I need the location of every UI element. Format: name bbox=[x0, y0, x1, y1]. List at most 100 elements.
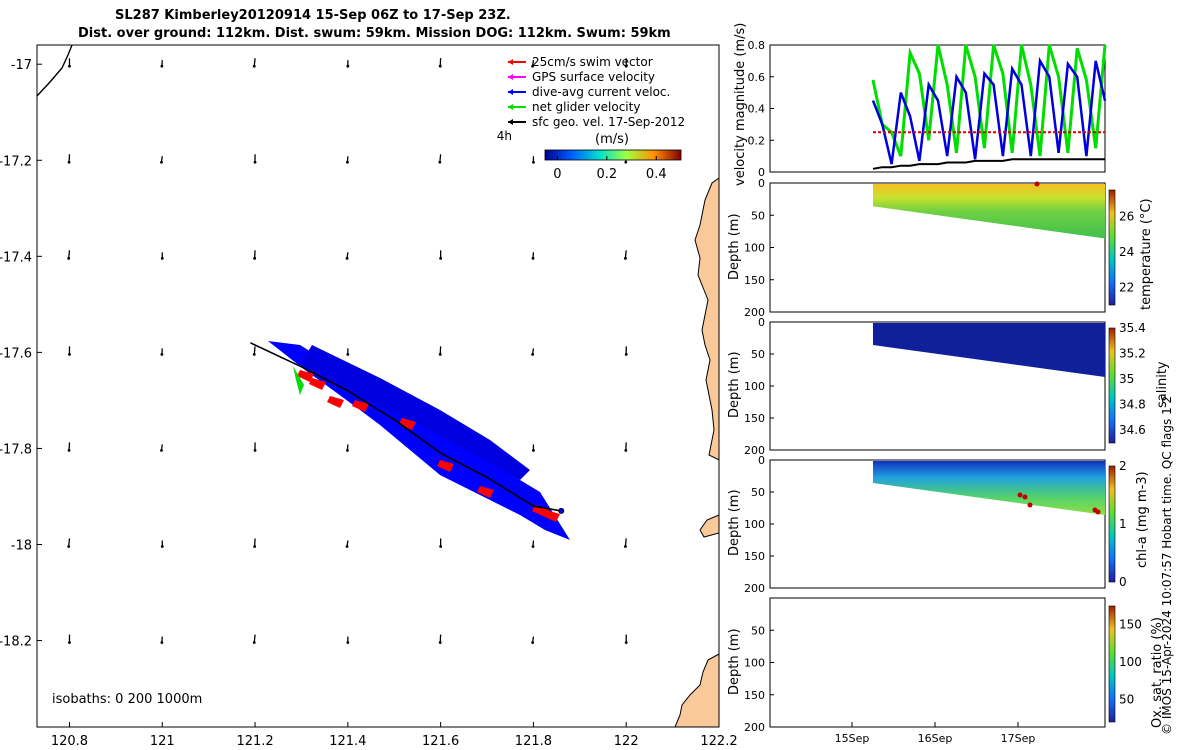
oxy-depth-label: Depth (m) bbox=[727, 628, 742, 695]
sfc-geo-arrow-head bbox=[531, 545, 535, 548]
velocity-panel-frame bbox=[769, 44, 1106, 173]
legend-arrow-head bbox=[508, 59, 513, 65]
sfc-geo-arrow-head bbox=[160, 352, 164, 356]
depth-tick-label: 150 bbox=[744, 274, 765, 287]
velocity-series-line bbox=[872, 158, 1105, 170]
colorbar-tick-label: 35.4 bbox=[1119, 321, 1146, 335]
colorbar-tick-label: 0.4 bbox=[646, 167, 667, 182]
depth-tick-label: 0 bbox=[758, 454, 765, 467]
velocity-ytick-label: 0 bbox=[758, 166, 765, 179]
map-xtick-label: 121.8 bbox=[515, 734, 552, 749]
colorbar-tick-label: 24 bbox=[1119, 245, 1134, 259]
sfc-geo-arrow-head bbox=[531, 64, 535, 68]
sfc-geo-arrow-head bbox=[531, 641, 535, 644]
legend-entry-label: GPS surface velocity bbox=[532, 70, 655, 84]
chla-depth-label: Depth (m) bbox=[727, 489, 742, 556]
section-data-field bbox=[873, 184, 1105, 239]
sfc-geo-arrow-head bbox=[160, 64, 164, 68]
southern-land bbox=[674, 653, 720, 728]
section-data-field bbox=[873, 461, 1105, 516]
sfc-geo-arrow-head bbox=[438, 641, 442, 644]
colorbar-tick-label: 34.6 bbox=[1119, 423, 1146, 437]
sfc-geo-arrow-head bbox=[253, 545, 257, 548]
sfc-geo-arrow-head bbox=[438, 160, 442, 164]
sfc-geo-arrow-head bbox=[439, 256, 443, 260]
time-tick-label: 15Sep bbox=[835, 732, 870, 745]
velocity-series-line bbox=[871, 44, 1107, 157]
temp-cbar-label: temperature (°C) bbox=[1139, 198, 1154, 310]
legend-entry-label: net glider velocity bbox=[532, 100, 640, 114]
chla-high-point bbox=[1027, 502, 1033, 508]
section-colorbar bbox=[1108, 189, 1116, 306]
section-colorbar bbox=[1108, 465, 1116, 583]
depth-tick-label: 100 bbox=[744, 518, 765, 531]
colorbar-tick-label: 1 bbox=[1119, 517, 1127, 531]
sfc-geo-arrow-head bbox=[531, 352, 535, 356]
colorbar-tick-label: 100 bbox=[1119, 655, 1142, 669]
depth-tick-label: 50 bbox=[751, 624, 765, 637]
legend-entry-label: dive-avg current veloc. bbox=[532, 85, 670, 99]
map-ytick-label: -18 bbox=[11, 538, 32, 553]
dive-avg-current-swath-inner bbox=[300, 345, 530, 480]
velocity-series-line bbox=[871, 56, 1107, 165]
depth-tick-label: 50 bbox=[751, 348, 765, 361]
sfc-geo-arrow-head bbox=[438, 64, 442, 68]
sfc-geo-arrow-head bbox=[68, 352, 71, 356]
sfc-geo-arrow-head bbox=[624, 545, 627, 548]
map-xtick-label: 121 bbox=[150, 734, 175, 749]
colorbar-tick-label: 50 bbox=[1119, 693, 1134, 707]
sfc-geo-arrow-head bbox=[67, 449, 71, 452]
colorbar-tick-label: 0.2 bbox=[596, 167, 617, 182]
sfc-geo-arrow-head bbox=[160, 641, 164, 644]
depth-tick-label: 150 bbox=[744, 689, 765, 702]
depth-tick-label: 0 bbox=[758, 177, 765, 190]
map-xtick-label: 120.8 bbox=[51, 734, 88, 749]
sfc-geo-arrow-head bbox=[346, 641, 350, 644]
map-xtick-label: 122 bbox=[614, 734, 639, 749]
depth-tick-label: 200 bbox=[744, 721, 765, 734]
sfc-geo-arrow-head bbox=[624, 256, 627, 260]
depth-tick-label: 0 bbox=[758, 316, 765, 329]
map-ytick-label: -17.4 bbox=[0, 250, 32, 265]
net-glider-velocity bbox=[293, 366, 304, 395]
swim-vector-cluster bbox=[477, 486, 494, 498]
map-ytick-label: -17.8 bbox=[0, 442, 32, 457]
sfc-geo-arrow-head bbox=[160, 160, 163, 164]
map-xtick-label: 121.2 bbox=[236, 734, 273, 749]
chla-high-point bbox=[1022, 494, 1028, 500]
sfc-geo-arrow-head bbox=[439, 545, 443, 548]
velocity-colorbar bbox=[544, 149, 682, 161]
map-ytick-label: -18.2 bbox=[0, 635, 32, 650]
colorbar-tick-label: 35 bbox=[1119, 372, 1134, 386]
section-panel-frame bbox=[769, 597, 1106, 728]
depth-tick-label: 200 bbox=[744, 444, 765, 457]
colorbar-tick-label: 0 bbox=[553, 167, 561, 182]
figure-title-line1: SL287 Kimberley20120914 15-Sep 06Z to 17… bbox=[115, 8, 511, 23]
sfc-geo-arrow-head bbox=[252, 641, 256, 644]
glider-track-line bbox=[250, 342, 562, 512]
swim-vector-cluster bbox=[297, 370, 314, 382]
temp-depth-label: Depth (m) bbox=[727, 213, 742, 280]
map-xtick-label: 122.2 bbox=[700, 734, 737, 749]
time-tick-label: 16Sep bbox=[918, 732, 953, 745]
sfc-geo-arrow-head bbox=[438, 352, 442, 356]
sal-depth-label: Depth (m) bbox=[727, 351, 742, 418]
map-ytick-label: -17 bbox=[11, 58, 32, 73]
coastline-land bbox=[694, 177, 720, 461]
figure-title-line2: Dist. over ground: 112km. Dist. swum: 59… bbox=[78, 26, 671, 41]
map-ytick-label: -17.6 bbox=[0, 346, 32, 361]
chla-high-point bbox=[1017, 492, 1023, 498]
depth-tick-label: 100 bbox=[744, 242, 765, 255]
colorbar-tick-label: 34.8 bbox=[1119, 398, 1146, 412]
sfc-geo-arrow-head bbox=[68, 641, 71, 644]
sfc-geo-arrow-head bbox=[624, 160, 628, 164]
island-land bbox=[699, 514, 720, 538]
legend-arrow-head bbox=[508, 119, 513, 125]
swim-vector-cluster bbox=[543, 510, 560, 522]
swim-vector-cluster bbox=[437, 460, 454, 472]
sfc-geo-arrow-head bbox=[253, 160, 257, 164]
sfc-geo-arrow-head bbox=[253, 449, 257, 452]
colorbar-tick-label: 150 bbox=[1119, 618, 1142, 632]
sfc-geo-arrow-head bbox=[253, 256, 257, 260]
